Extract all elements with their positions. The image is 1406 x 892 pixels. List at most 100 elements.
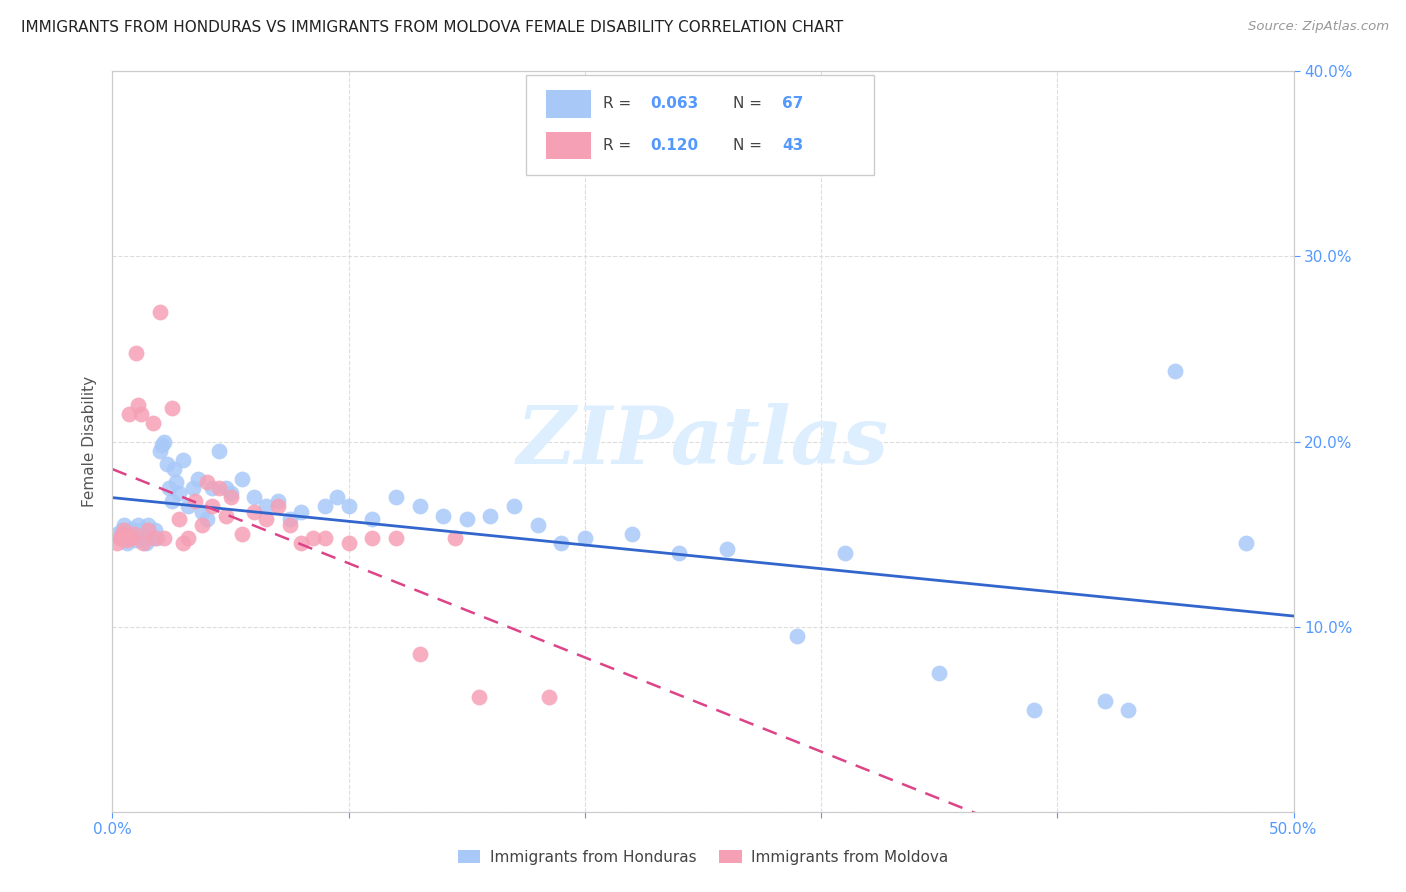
- Point: [163, 462, 186, 476]
- Point: [786, 629, 808, 643]
- Point: [219, 486, 242, 500]
- Point: [432, 508, 454, 523]
- Text: IMMIGRANTS FROM HONDURAS VS IMMIGRANTS FROM MOLDOVA FEMALE DISABILITY CORRELATIO: IMMIGRANTS FROM HONDURAS VS IMMIGRANTS F…: [21, 20, 844, 35]
- Point: [408, 500, 430, 514]
- Point: [254, 500, 277, 514]
- Point: [290, 536, 312, 550]
- Point: [243, 505, 266, 519]
- Point: [184, 493, 207, 508]
- Point: [132, 536, 155, 550]
- Point: [337, 500, 360, 514]
- Point: [550, 536, 572, 550]
- Y-axis label: Female Disability: Female Disability: [82, 376, 97, 508]
- Point: [208, 443, 231, 458]
- Point: [186, 471, 208, 485]
- Point: [143, 531, 166, 545]
- Point: [153, 434, 176, 449]
- FancyBboxPatch shape: [546, 90, 591, 118]
- Point: [122, 527, 145, 541]
- Point: [278, 517, 301, 532]
- Point: [1022, 703, 1045, 717]
- Point: [195, 475, 218, 490]
- Point: [385, 531, 408, 545]
- Point: [1116, 703, 1139, 717]
- Point: [143, 524, 166, 538]
- Point: [716, 541, 738, 556]
- Text: R =: R =: [603, 96, 636, 112]
- Point: [120, 531, 142, 545]
- Point: [177, 500, 200, 514]
- Point: [167, 486, 190, 500]
- Point: [1094, 694, 1116, 708]
- Point: [444, 531, 467, 545]
- Point: [456, 512, 478, 526]
- Point: [160, 493, 183, 508]
- Point: [111, 524, 134, 538]
- Point: [361, 512, 384, 526]
- Point: [112, 524, 135, 538]
- Point: [267, 500, 290, 514]
- Point: [243, 490, 266, 504]
- Point: [574, 531, 596, 545]
- Point: [621, 527, 644, 541]
- Point: [408, 648, 430, 662]
- Point: [129, 524, 152, 538]
- Point: [129, 407, 152, 421]
- Point: [834, 545, 856, 560]
- Point: [105, 527, 128, 541]
- Point: [337, 536, 360, 550]
- Point: [278, 512, 301, 526]
- Point: [167, 512, 190, 526]
- Point: [115, 533, 138, 547]
- FancyBboxPatch shape: [546, 131, 591, 160]
- Point: [267, 493, 290, 508]
- Point: [160, 401, 183, 416]
- Point: [1164, 364, 1187, 378]
- Point: [314, 500, 336, 514]
- Point: [118, 407, 141, 421]
- Point: [132, 531, 155, 545]
- Point: [467, 690, 489, 704]
- Point: [125, 345, 148, 359]
- Point: [526, 517, 548, 532]
- Point: [314, 531, 336, 545]
- Text: 0.063: 0.063: [650, 96, 699, 112]
- Point: [361, 531, 384, 545]
- Point: [120, 522, 142, 536]
- Point: [215, 481, 238, 495]
- Point: [146, 531, 169, 545]
- Point: [191, 505, 214, 519]
- Point: [127, 397, 149, 411]
- Point: [115, 536, 138, 550]
- Point: [385, 490, 408, 504]
- Point: [191, 517, 214, 532]
- Point: [157, 481, 180, 495]
- Point: [136, 517, 159, 532]
- Point: [254, 512, 277, 526]
- Point: [177, 531, 200, 545]
- FancyBboxPatch shape: [526, 75, 875, 175]
- Point: [538, 690, 561, 704]
- Text: N =: N =: [733, 96, 766, 112]
- Point: [219, 490, 242, 504]
- Point: [150, 438, 173, 452]
- Point: [195, 512, 218, 526]
- Point: [105, 536, 128, 550]
- Point: [108, 531, 131, 545]
- Point: [181, 481, 204, 495]
- Point: [112, 517, 135, 532]
- Point: [231, 527, 253, 541]
- Point: [127, 517, 149, 532]
- Point: [142, 416, 165, 430]
- Point: [156, 457, 179, 471]
- Point: [108, 531, 131, 545]
- Point: [208, 481, 231, 495]
- Point: [139, 527, 162, 541]
- Text: Source: ZipAtlas.com: Source: ZipAtlas.com: [1249, 20, 1389, 33]
- Point: [326, 490, 349, 504]
- Point: [231, 471, 253, 485]
- Text: 67: 67: [782, 96, 803, 112]
- Text: ZIPatlas: ZIPatlas: [517, 403, 889, 480]
- Point: [503, 500, 526, 514]
- Point: [142, 531, 165, 545]
